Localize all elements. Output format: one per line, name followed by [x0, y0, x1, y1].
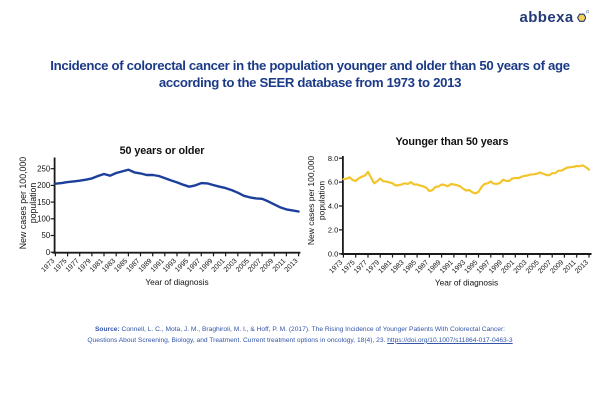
- svg-text:2009: 2009: [549, 259, 565, 275]
- svg-text:200: 200: [37, 181, 51, 190]
- svg-text:population: population: [28, 183, 38, 224]
- svg-text:50: 50: [42, 231, 51, 240]
- svg-text:Year of diagnosis: Year of diagnosis: [435, 278, 498, 288]
- svg-text:2013: 2013: [284, 258, 300, 274]
- svg-text:2.0: 2.0: [328, 226, 338, 235]
- svg-text:50 years or older: 50 years or older: [120, 145, 206, 157]
- svg-text:6.0: 6.0: [328, 178, 338, 187]
- svg-text:0.0: 0.0: [328, 249, 338, 258]
- svg-text:8.0: 8.0: [328, 154, 338, 163]
- svg-text:250: 250: [37, 164, 51, 173]
- svg-text:New cases per 100,000: New cases per 100,000: [306, 156, 316, 246]
- svg-text:2013: 2013: [574, 259, 590, 275]
- svg-text:population: population: [316, 181, 326, 221]
- svg-text:100: 100: [37, 215, 51, 224]
- svg-text:150: 150: [37, 198, 51, 207]
- svg-text:New cases per 100,000: New cases per 100,000: [18, 157, 28, 250]
- svg-text:2009: 2009: [259, 258, 275, 274]
- svg-text:0: 0: [46, 248, 51, 257]
- svg-text:Year of diagnosis: Year of diagnosis: [145, 277, 208, 287]
- svg-text:4.0: 4.0: [328, 202, 338, 211]
- svg-text:Younger than 50 years: Younger than 50 years: [396, 136, 509, 148]
